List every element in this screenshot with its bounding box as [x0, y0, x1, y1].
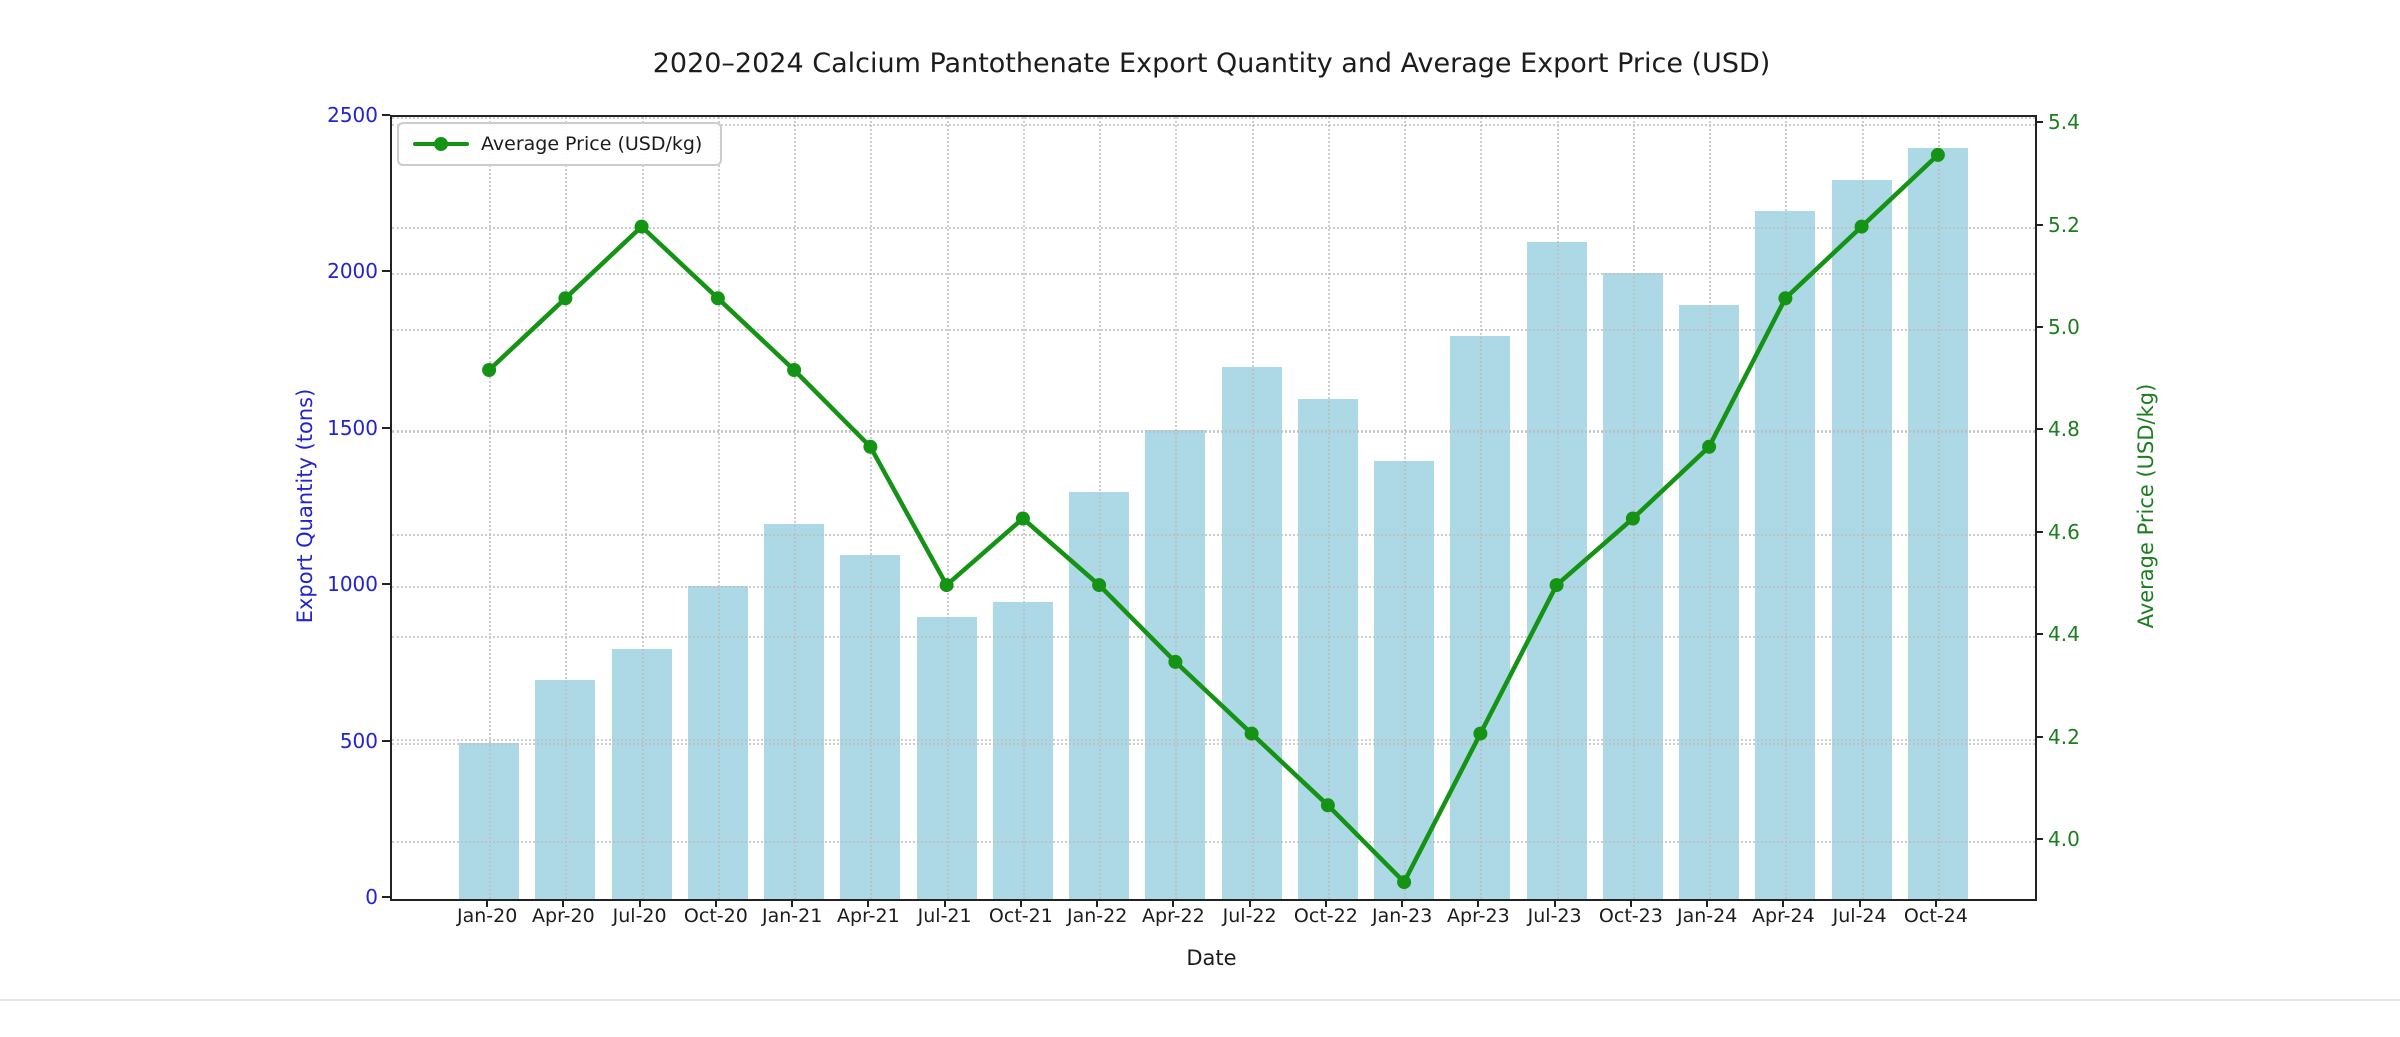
- ytick-right-4.8: 4.8: [2048, 417, 2080, 442]
- price-point-Oct-23: [1625, 511, 1640, 526]
- price-line: [487, 153, 1940, 885]
- tick-mark-right: [2035, 633, 2043, 636]
- bottom-separator: [0, 999, 2400, 1001]
- tick-mark-x: [1934, 899, 1937, 907]
- xtick-Jul-22: Jul-22: [1222, 905, 1277, 927]
- ytick-left-500: 500: [339, 728, 378, 753]
- tick-mark-right: [2035, 530, 2043, 533]
- tick-mark-x: [867, 899, 870, 907]
- x-axis-label: Date: [1186, 946, 1237, 970]
- tick-mark-right: [2035, 838, 2043, 841]
- tick-mark-x: [1477, 899, 1480, 907]
- xtick-Apr-23: Apr-23: [1447, 905, 1510, 927]
- tick-mark-x: [1706, 899, 1709, 907]
- xtick-Jan-24: Jan-24: [1676, 905, 1738, 927]
- tick-mark-left: [382, 896, 390, 898]
- price-point-Jul-22: [1244, 726, 1259, 741]
- ytick-right-5.2: 5.2: [2048, 212, 2080, 237]
- xtick-Jul-23: Jul-23: [1527, 905, 1582, 927]
- tick-mark-right: [2035, 223, 2043, 226]
- xtick-Jul-20: Jul-20: [612, 905, 667, 927]
- tick-mark-x: [714, 899, 717, 907]
- xtick-Apr-22: Apr-22: [1142, 905, 1205, 927]
- xtick-Oct-23: Oct-23: [1598, 905, 1663, 927]
- tick-mark-right: [2035, 428, 2043, 431]
- xtick-Jan-23: Jan-23: [1371, 905, 1433, 927]
- xtick-Apr-20: Apr-20: [532, 905, 595, 927]
- tick-mark-left: [382, 114, 390, 116]
- ytick-right-4.2: 4.2: [2048, 724, 2080, 749]
- price-point-Apr-21: [863, 439, 878, 454]
- ytick-left-1000: 1000: [327, 572, 378, 597]
- tick-mark-left: [382, 426, 390, 429]
- xtick-Jul-21: Jul-21: [917, 905, 972, 927]
- ytick-right-5.4: 5.4: [2048, 110, 2080, 135]
- xtick-Jul-24: Jul-24: [1832, 905, 1887, 927]
- tick-mark-x: [1401, 899, 1404, 907]
- tick-mark-x: [1629, 899, 1632, 907]
- ytick-right-4.4: 4.4: [2048, 622, 2080, 647]
- tick-mark-x: [1782, 899, 1785, 907]
- tick-mark-x: [486, 899, 489, 907]
- legend-line-marker-icon: [413, 137, 469, 151]
- price-line-layer: [482, 147, 1945, 890]
- price-point-Jan-23: [1397, 875, 1412, 890]
- xtick-Apr-21: Apr-21: [837, 905, 900, 927]
- xtick-Apr-24: Apr-24: [1752, 905, 1815, 927]
- tick-mark-x: [791, 899, 794, 907]
- price-point-Jul-20: [634, 219, 649, 234]
- tick-mark-left: [382, 270, 390, 273]
- ytick-left-2500: 2500: [327, 103, 378, 127]
- legend: Average Price (USD/kg): [397, 122, 723, 166]
- legend-label: Average Price (USD/kg): [481, 133, 703, 155]
- tick-mark-right: [2035, 326, 2043, 329]
- price-point-Apr-22: [1168, 654, 1183, 669]
- price-point-Apr-20: [558, 291, 573, 306]
- ytick-left-0: 0: [365, 885, 378, 909]
- price-point-Oct-20: [710, 291, 725, 306]
- price-point-Oct-21: [1015, 511, 1030, 526]
- ytick-right-4.0: 4.0: [2048, 827, 2080, 852]
- price-point-Jul-21: [939, 578, 954, 593]
- xtick-Jan-21: Jan-21: [761, 905, 823, 927]
- tick-mark-x: [562, 899, 565, 907]
- tick-mark-x: [1324, 899, 1327, 907]
- price-point-Jul-23: [1549, 578, 1564, 593]
- price-point-Jan-20: [482, 363, 497, 377]
- tick-mark-left: [382, 583, 390, 586]
- price-point-Jul-24: [1854, 219, 1869, 234]
- xtick-Oct-21: Oct-21: [988, 905, 1053, 927]
- xtick-Jan-22: Jan-22: [1066, 905, 1128, 927]
- tick-mark-x: [1172, 899, 1175, 907]
- tick-mark-x: [638, 899, 641, 907]
- ytick-right-4.6: 4.6: [2048, 519, 2080, 544]
- tick-mark-x: [1858, 899, 1861, 907]
- xtick-Oct-24: Oct-24: [1903, 905, 1968, 927]
- price-point-Oct-22: [1320, 798, 1335, 813]
- price-point-Apr-24: [1778, 291, 1793, 306]
- price-point-Jan-24: [1702, 439, 1717, 454]
- ytick-left-1500: 1500: [327, 415, 378, 440]
- ytick-right-5.0: 5.0: [2048, 315, 2080, 340]
- ytick-left-2000: 2000: [327, 259, 378, 284]
- tick-mark-left: [382, 739, 390, 742]
- price-point-Jan-21: [787, 363, 802, 377]
- chart-title: 2020–2024 Calcium Pantothenate Export Qu…: [652, 48, 1771, 79]
- tick-mark-x: [1019, 899, 1022, 907]
- tick-mark-right: [2035, 735, 2043, 738]
- xtick-Jan-20: Jan-20: [456, 905, 518, 927]
- tick-mark-x: [1553, 899, 1556, 907]
- price-point-Oct-24: [1930, 147, 1945, 162]
- price-point-Apr-23: [1473, 726, 1488, 741]
- price-point-Jan-22: [1092, 578, 1107, 593]
- plot-area: [390, 115, 2037, 901]
- tick-mark-x: [943, 899, 946, 907]
- xtick-Oct-22: Oct-22: [1293, 905, 1358, 927]
- tick-mark-x: [1248, 899, 1251, 907]
- tick-mark-x: [1096, 899, 1099, 907]
- tick-mark-right: [2035, 121, 2043, 124]
- xtick-Oct-20: Oct-20: [683, 905, 748, 927]
